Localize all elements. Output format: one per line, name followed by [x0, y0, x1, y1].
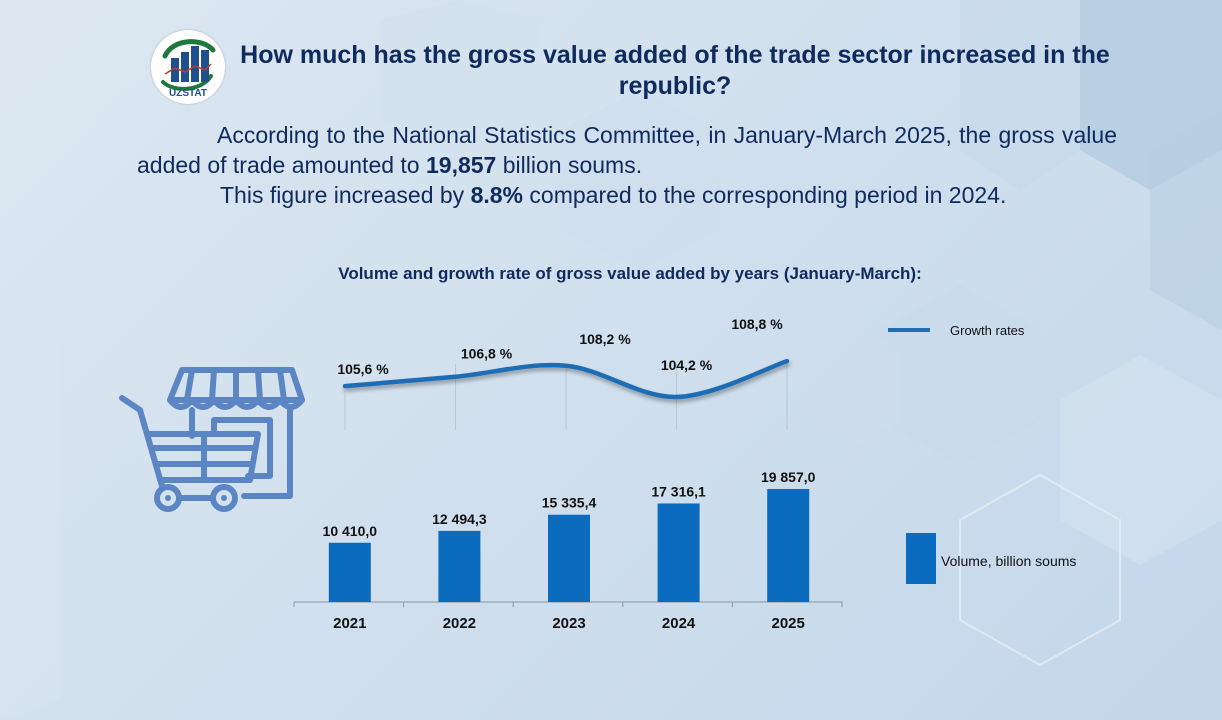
- growth-label-2024: 104,2 %: [661, 357, 713, 373]
- legend-growth-label: Growth rates: [950, 323, 1025, 338]
- bar-label-2022: 12 494,3: [432, 511, 487, 527]
- intro-text: According to the National Statistics Com…: [137, 120, 1117, 210]
- x-tick-label-2022: 2022: [443, 615, 476, 632]
- legend-volume-swatch: [906, 533, 936, 584]
- legend-growth-swatch: [888, 328, 930, 332]
- bar-2025: [767, 489, 810, 602]
- growth-rate-line: [342, 358, 790, 400]
- bar-2024: [657, 503, 700, 602]
- growth-label-2022: 106,8 %: [461, 346, 513, 362]
- bar-2022: [438, 530, 481, 602]
- uzstat-logo: UZSTAT: [151, 30, 225, 104]
- x-tick-label-2023: 2023: [552, 615, 585, 632]
- x-tick-label-2021: 2021: [333, 615, 366, 632]
- growth-label-2021: 105,6 %: [337, 361, 389, 377]
- intro-paragraph-1: According to the National Statistics Com…: [137, 122, 1117, 178]
- legend-volume-label: Volume, billion soums: [941, 553, 1077, 569]
- highlight-growth: 8.8%: [470, 182, 524, 208]
- intro-paragraph-2: This figure increased by 8.8% compared t…: [220, 182, 1007, 208]
- x-tick-label-2025: 2025: [772, 615, 805, 632]
- bar-2023: [548, 514, 590, 602]
- bar-label-2021: 10 410,0: [323, 523, 378, 539]
- growth-label-2025: 108,8 %: [731, 316, 783, 332]
- page-title: How much has the gross value added of th…: [240, 41, 1110, 100]
- logo-text: UZSTAT: [169, 88, 207, 99]
- bar-label-2025: 19 857,0: [761, 469, 816, 485]
- shopping-cart-storefront-icon: [119, 367, 305, 512]
- highlight-volume: 19,857: [426, 152, 497, 178]
- x-tick-label-2024: 2024: [662, 615, 696, 632]
- bar-2021: [328, 542, 371, 602]
- chart-title: Volume and growth rate of gross value ad…: [338, 264, 922, 283]
- bar-label-2023: 15 335,4: [542, 495, 597, 511]
- growth-label-2023: 108,2 %: [579, 331, 631, 347]
- bar-label-2024: 17 316,1: [651, 483, 706, 499]
